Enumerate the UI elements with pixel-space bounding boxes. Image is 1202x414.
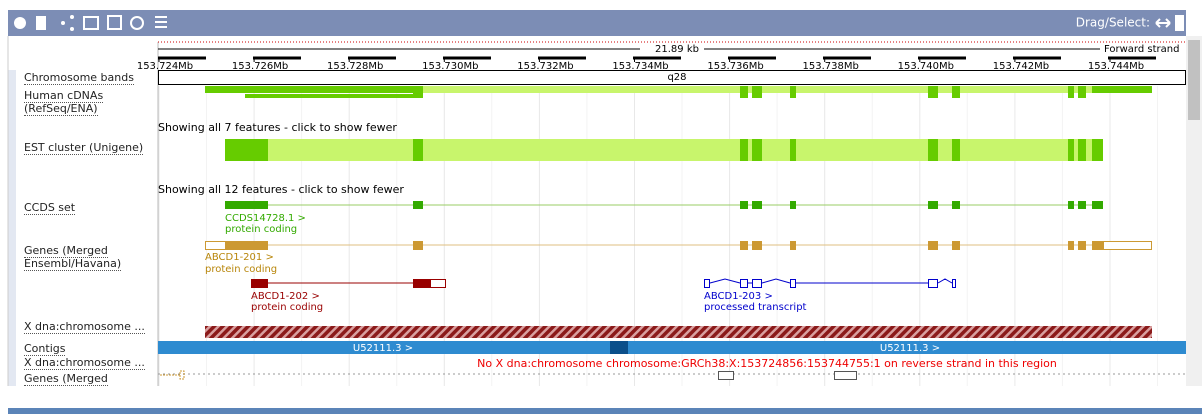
contig-gap <box>610 341 628 354</box>
scrollbar[interactable] <box>1186 36 1202 386</box>
partial-gene <box>834 371 857 380</box>
tick-label: 153.744Mb <box>1088 61 1144 72</box>
track-label[interactable]: X dna:chromosome ... <box>24 356 145 370</box>
select-icon[interactable] <box>1175 15 1184 31</box>
contig-label[interactable]: U52111.3 > <box>880 343 940 354</box>
toolbar-icons[interactable] <box>14 15 167 31</box>
bottom-space <box>0 386 1202 408</box>
tick-label: 153.724Mb <box>137 61 193 72</box>
tick-label: 153.726Mb <box>232 61 288 72</box>
track-label[interactable]: Contigs <box>24 342 66 356</box>
warning: No X dna:chromosome chromosome:GRCh38:X:… <box>477 357 1057 370</box>
chromosome-band[interactable] <box>158 70 1186 85</box>
scroll-thumb[interactable] <box>1188 40 1200 120</box>
tick-label: 153.740Mb <box>898 61 954 72</box>
track-label[interactable]: Genes (Merged <box>24 372 108 386</box>
transcript-name[interactable]: ABCD1-202 > <box>251 291 320 302</box>
transcript-biotype: protein coding <box>251 302 323 313</box>
track-label[interactable]: Human cDNAs (RefSeq/ENA) <box>24 89 104 116</box>
cdna-features[interactable] <box>205 86 1152 98</box>
transcript-biotype: protein coding <box>225 224 297 235</box>
transcript-biotype: processed transcript <box>704 302 807 313</box>
drag-icon[interactable] <box>1155 18 1171 28</box>
transcript-name[interactable]: CCDS14728.1 > <box>225 213 306 224</box>
transcript-name[interactable]: ABCD1-201 > <box>205 252 274 263</box>
tick-label: 153.736Mb <box>707 61 763 72</box>
drag-select[interactable]: Drag/Select: <box>1076 16 1150 30</box>
toolbar <box>8 10 1186 36</box>
strand: Forward strand <box>1104 44 1179 55</box>
ruler-length: 21.89 kb <box>655 44 699 55</box>
ruler-length-bg <box>640 44 704 54</box>
track-label[interactable]: X dna:chromosome ... <box>24 320 145 334</box>
tick-label: 153.738Mb <box>803 61 859 72</box>
track-label[interactable]: EST cluster (Unigene) <box>24 141 144 155</box>
dna-sequence[interactable] <box>205 326 1152 338</box>
contig-label[interactable]: U52111.3 > <box>353 343 413 354</box>
feature-message[interactable]: Showing all 12 features - click to show … <box>158 183 404 196</box>
tick-label: 153.734Mb <box>612 61 668 72</box>
tick-label: 153.728Mb <box>327 61 383 72</box>
partial-gene <box>160 370 185 380</box>
contig[interactable] <box>158 341 1186 354</box>
gene-transcript[interactable] <box>704 278 956 288</box>
tick-label: 153.730Mb <box>422 61 478 72</box>
strand-bg <box>1100 44 1186 54</box>
tick-label: 153.732Mb <box>517 61 573 72</box>
gene-transcript[interactable] <box>205 241 1152 250</box>
track-label[interactable]: Chromosome bands <box>24 71 134 85</box>
gene-transcript[interactable] <box>251 279 446 288</box>
partial-gene <box>718 371 734 380</box>
ccds-transcript[interactable] <box>225 201 1103 209</box>
tick-label: 153.742Mb <box>993 61 1049 72</box>
est-features[interactable] <box>225 139 1103 161</box>
track-handles[interactable] <box>8 70 16 386</box>
transcript-name[interactable]: ABCD1-203 > <box>704 291 773 302</box>
track-label[interactable]: Genes (Merged Ensembl/Havana) <box>24 244 122 271</box>
band-label: q28 <box>667 72 686 83</box>
transcript-biotype: protein coding <box>205 264 277 275</box>
track-label[interactable]: CCDS set <box>24 201 76 215</box>
feature-message[interactable]: Showing all 7 features - click to show f… <box>158 121 397 134</box>
bottom-bar <box>8 408 1202 414</box>
